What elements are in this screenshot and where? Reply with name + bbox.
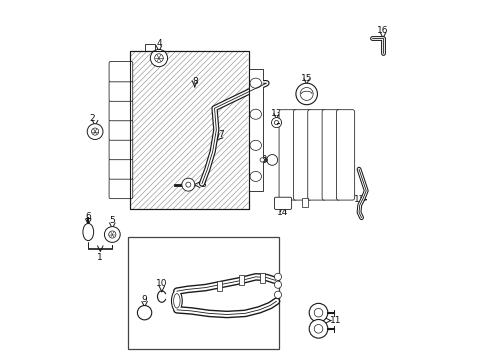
FancyBboxPatch shape <box>279 110 297 200</box>
Text: 13: 13 <box>271 109 282 118</box>
FancyBboxPatch shape <box>109 100 133 121</box>
Circle shape <box>309 303 328 322</box>
Bar <box>130 51 248 209</box>
Text: 14: 14 <box>277 208 289 217</box>
Bar <box>260 273 266 283</box>
Ellipse shape <box>83 224 94 240</box>
Ellipse shape <box>172 290 182 312</box>
Circle shape <box>104 226 120 242</box>
FancyBboxPatch shape <box>294 110 312 200</box>
FancyBboxPatch shape <box>109 159 133 179</box>
Ellipse shape <box>250 171 262 181</box>
Bar <box>248 69 263 191</box>
Ellipse shape <box>250 78 262 88</box>
Text: 17: 17 <box>354 195 366 204</box>
Circle shape <box>274 121 279 125</box>
FancyBboxPatch shape <box>274 197 292 210</box>
FancyBboxPatch shape <box>109 62 133 82</box>
Circle shape <box>300 87 313 100</box>
FancyBboxPatch shape <box>322 110 341 200</box>
Text: 16: 16 <box>377 26 389 35</box>
Text: 7: 7 <box>219 130 224 139</box>
Circle shape <box>274 291 282 298</box>
Text: 5: 5 <box>109 216 115 225</box>
FancyBboxPatch shape <box>337 110 355 200</box>
Ellipse shape <box>250 109 262 119</box>
FancyBboxPatch shape <box>109 139 133 160</box>
Text: 4: 4 <box>156 39 162 48</box>
FancyBboxPatch shape <box>109 81 133 101</box>
FancyBboxPatch shape <box>308 110 326 200</box>
Bar <box>130 51 248 209</box>
Circle shape <box>137 306 152 320</box>
Text: 3: 3 <box>200 180 206 189</box>
Text: 6: 6 <box>85 212 91 221</box>
Text: 2: 2 <box>90 114 96 123</box>
Bar <box>128 237 279 348</box>
Bar <box>302 198 308 207</box>
Circle shape <box>92 128 98 135</box>
Circle shape <box>155 54 163 62</box>
Circle shape <box>87 124 103 139</box>
Ellipse shape <box>250 140 262 150</box>
Ellipse shape <box>173 294 180 308</box>
Circle shape <box>274 273 282 280</box>
FancyBboxPatch shape <box>109 120 133 140</box>
Circle shape <box>271 118 282 128</box>
Circle shape <box>182 178 195 191</box>
Bar <box>239 275 244 285</box>
Text: 8: 8 <box>192 77 197 86</box>
Circle shape <box>186 182 191 187</box>
Text: 11: 11 <box>330 316 341 325</box>
FancyBboxPatch shape <box>109 178 133 199</box>
Text: 10: 10 <box>156 279 168 288</box>
Circle shape <box>314 324 323 333</box>
Circle shape <box>260 158 265 162</box>
Circle shape <box>109 231 116 238</box>
Circle shape <box>267 154 278 165</box>
Text: 9: 9 <box>142 294 147 303</box>
Text: 12: 12 <box>257 156 268 165</box>
Text: 1: 1 <box>98 253 103 262</box>
Circle shape <box>150 49 168 67</box>
Text: 15: 15 <box>301 74 313 83</box>
Bar <box>218 281 222 291</box>
Circle shape <box>274 281 282 288</box>
Circle shape <box>314 309 323 317</box>
Circle shape <box>296 83 318 105</box>
Circle shape <box>309 319 328 338</box>
